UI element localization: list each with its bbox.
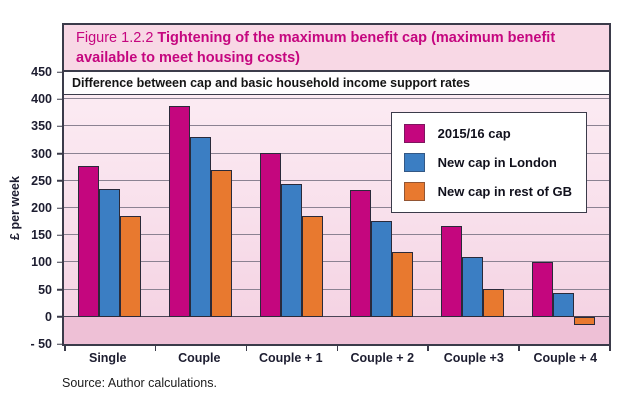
- bar: [168, 106, 190, 317]
- bar-group-couple-3: [427, 72, 518, 344]
- bar: [553, 293, 575, 317]
- bar-group-couple: [155, 72, 246, 344]
- bar-group-couple-2: [336, 72, 427, 344]
- gridline: [64, 234, 609, 236]
- y-tick-label: 350: [31, 119, 52, 134]
- gridline: [64, 98, 609, 100]
- bar: [532, 262, 554, 317]
- x-axis-label: Couple +3: [443, 351, 504, 365]
- legend-item: 2015/16 cap: [403, 124, 572, 143]
- y-tick-label: 100: [31, 255, 52, 270]
- legend-swatch-icon: [403, 124, 425, 143]
- y-tick-mark: [57, 180, 62, 182]
- legend-label: New cap in London: [437, 155, 557, 170]
- x-axis-label: Couple: [178, 351, 221, 365]
- chart-subtitle: Difference between cap and basic househo…: [64, 72, 609, 95]
- x-axis-labels: Single Couple Couple + 1 Couple + 2 Couple +…: [62, 351, 611, 365]
- bar: [462, 256, 484, 317]
- bar: [350, 189, 372, 317]
- bar: [392, 252, 414, 317]
- x-axis-label: Couple + 4: [533, 351, 598, 365]
- y-tick-mark: [57, 261, 62, 264]
- gridline: [64, 152, 609, 154]
- bar: [98, 188, 120, 317]
- bar: [119, 216, 141, 317]
- bar-groups: [64, 72, 609, 344]
- bar: [301, 216, 323, 317]
- y-tick-mark: [57, 207, 62, 209]
- gridline: [64, 288, 609, 290]
- source-note: Source: Author calculations.: [62, 376, 217, 390]
- legend-label: New cap in rest of GB: [437, 184, 572, 199]
- zero-gridline: [64, 315, 609, 317]
- y-tick-label: 150: [31, 228, 52, 243]
- bar: [210, 169, 232, 317]
- figure-box: Figure 1.2.2 Tightening of the maximum b…: [62, 23, 611, 346]
- legend-item: New cap in rest of GB: [403, 182, 572, 201]
- y-tick-label: 200: [31, 201, 52, 215]
- x-tick-mark: [154, 346, 157, 351]
- plot-area: Difference between cap and basic househo…: [64, 72, 609, 344]
- y-tick-label: 400: [31, 92, 52, 107]
- bar: [189, 137, 211, 317]
- x-axis-label: Single: [88, 351, 127, 365]
- bar: [280, 183, 302, 317]
- x-tick-mark: [427, 346, 429, 351]
- y-axis-title: £ per week: [8, 176, 22, 240]
- figure-title-prefix: Figure 1.2.2: [76, 30, 158, 46]
- y-tick-mark: [57, 288, 62, 291]
- gridline: [64, 179, 609, 181]
- y-tick-label: 50: [38, 282, 52, 297]
- bar: [574, 316, 596, 325]
- legend-label: 2015/16 cap: [437, 126, 511, 141]
- x-tick-mark: [518, 346, 520, 351]
- x-tick-mark: [245, 346, 248, 351]
- x-tick-mark: [609, 346, 611, 351]
- legend-item: New cap in London: [403, 153, 572, 172]
- gridline: [64, 125, 609, 127]
- y-axis: £ per week 450 400 350 300 250 200 150 100 50 0 - …: [0, 65, 62, 351]
- y-tick-label: 250: [31, 173, 52, 188]
- x-tick-mark: [336, 346, 338, 351]
- legend: 2015/16 cap New cap in London New cap in r…: [390, 112, 587, 213]
- bar: [441, 225, 463, 317]
- bar-group-couple-1: [246, 72, 337, 344]
- y-tick-mark: [57, 343, 62, 345]
- x-tick-mark: [64, 346, 66, 351]
- y-tick-label: - 50: [30, 337, 52, 351]
- y-tick-label: 450: [31, 65, 52, 79]
- y-tick-mark: [57, 98, 62, 100]
- y-tick-mark: [57, 152, 62, 155]
- bar-group-single: [64, 72, 155, 344]
- legend-swatch-icon: [403, 182, 425, 201]
- bar-group-couple-4: [518, 72, 609, 344]
- gridline: [64, 261, 609, 263]
- figure-title: Tightening of the maximum benefit cap (m…: [76, 30, 556, 66]
- y-tick-mark: [57, 316, 62, 318]
- legend-swatch-icon: [403, 153, 425, 172]
- y-tick-mark: [57, 125, 62, 128]
- y-tick-label: 0: [45, 309, 52, 324]
- x-axis-label: Couple + 2: [350, 351, 415, 365]
- bar: [77, 165, 99, 317]
- y-tick-label: 300: [31, 146, 52, 161]
- bar: [259, 153, 281, 317]
- gridline: [64, 207, 609, 208]
- bar: [371, 220, 393, 317]
- figure-header: Figure 1.2.2 Tightening of the maximum b…: [64, 25, 609, 72]
- x-axis-ticks: [64, 346, 611, 351]
- bar: [483, 288, 505, 317]
- legend-items: 2015/16 cap New cap in London New cap in r…: [403, 124, 572, 201]
- y-tick-mark: [57, 71, 62, 73]
- x-axis-label: Couple + 1: [258, 351, 323, 365]
- y-tick-mark: [57, 234, 62, 236]
- negative-value-band: [64, 316, 609, 344]
